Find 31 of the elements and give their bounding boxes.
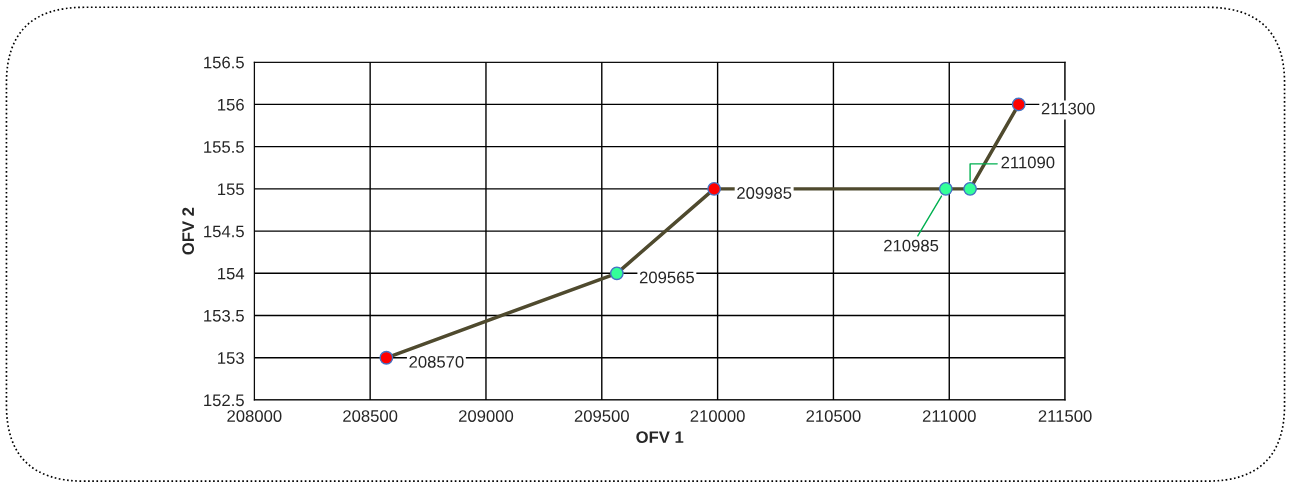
annotation: 208570 xyxy=(409,355,464,368)
y-tick-label: 154 xyxy=(218,267,245,280)
y-tick-label: 153.5 xyxy=(204,309,244,322)
annotation: 211300 xyxy=(1041,102,1095,115)
annotation: 209985 xyxy=(737,187,792,199)
y-tick-label: 153 xyxy=(218,352,244,364)
y-tick-label: 155.5 xyxy=(204,141,244,153)
x-tick-label: 208500 xyxy=(343,410,398,422)
x-tick-label: 209500 xyxy=(574,410,629,422)
point xyxy=(609,266,624,281)
annotation: 209565 xyxy=(639,271,694,284)
x-tick-label: 211000 xyxy=(922,410,976,422)
point xyxy=(963,181,978,196)
y-tick-label: 156 xyxy=(218,98,244,111)
x-axis-title: OFV 1 xyxy=(636,431,684,444)
point xyxy=(707,181,722,196)
y-axis-title: OFV 2 xyxy=(182,207,195,255)
point xyxy=(379,350,394,365)
x-tick-label: 210000 xyxy=(690,410,745,422)
y-tick-label: 152.5 xyxy=(204,394,244,407)
y-tick-label: 156.5 xyxy=(204,56,244,69)
x-tick-label: 210500 xyxy=(806,410,861,422)
point xyxy=(938,181,953,196)
x-tick-label: 208000 xyxy=(227,410,282,422)
y-tick-label: 155 xyxy=(218,183,244,196)
annotation: 210985 xyxy=(884,239,939,252)
annotation: 211090 xyxy=(1001,156,1055,169)
y-tick-label: 154.5 xyxy=(204,225,244,238)
x-tick-label: 209000 xyxy=(459,410,514,422)
point xyxy=(1011,97,1026,112)
x-tick-label: 211500 xyxy=(1038,410,1092,422)
